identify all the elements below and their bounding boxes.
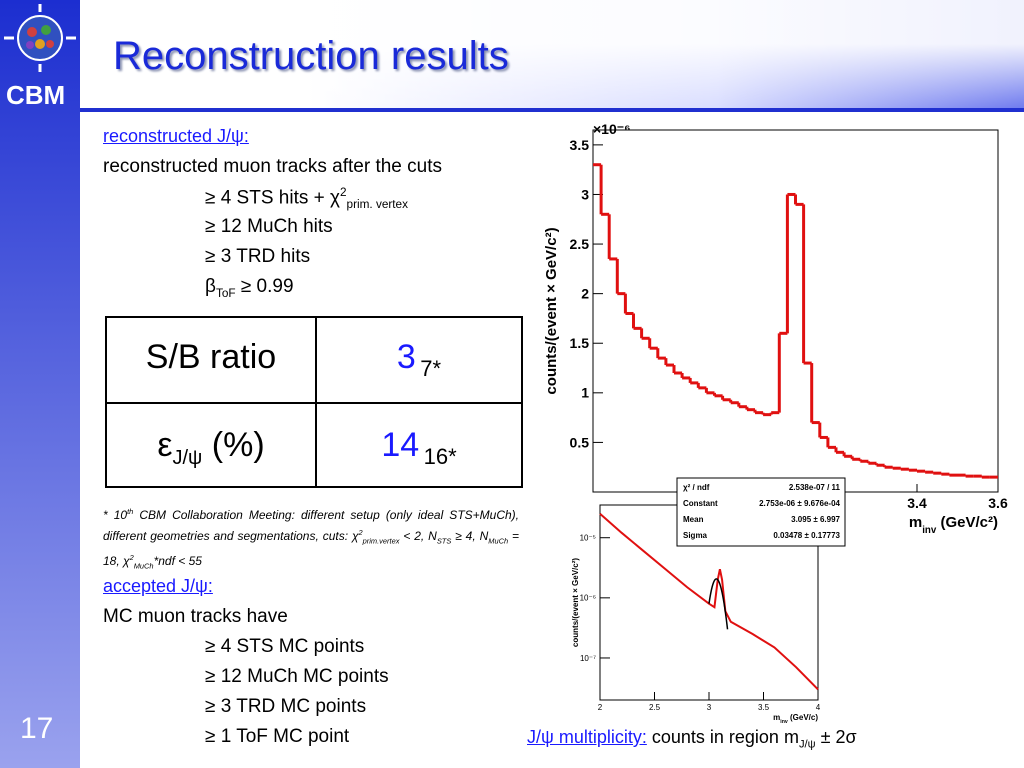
y-tick-label: 10⁻⁷ [580, 654, 596, 663]
item: ≥ 12 MuCh MC points [205, 666, 389, 687]
cut: ≥ 12 MuCh hits [205, 216, 333, 237]
y-tick-label: 1 [581, 385, 589, 401]
x-axis-label-part: inv [922, 525, 937, 536]
accepted-intro: MC muon tracks have [103, 606, 288, 627]
stats-key: Mean [683, 515, 704, 524]
x-axis-label-part: (GeV/c) [788, 713, 819, 722]
logo [4, 4, 76, 72]
x-tick-label: 2.5 [649, 703, 661, 712]
page-number: 17 [20, 712, 54, 745]
stats-key: Sigma [683, 531, 708, 540]
cut: βToF ≥ 0.99 [205, 276, 294, 300]
inset-bg [560, 497, 830, 725]
stats-value: 3.095 ± 6.997 [791, 515, 840, 524]
cell: εJ/ψ (%) [157, 426, 265, 469]
header-line [0, 108, 1024, 112]
cell: S/B ratio [145, 338, 277, 376]
stats-box [676, 477, 846, 547]
y-tick-label: 0.5 [570, 434, 590, 450]
item: ≥ 4 STS MC points [205, 636, 365, 657]
x-axis-label: minv (GeV/c) [773, 713, 818, 725]
x-tick-label: 3.5 [758, 703, 770, 712]
y-tick-label: 3.5 [570, 137, 590, 153]
y-axis-label: counts/(event × GeV/c²) [543, 227, 560, 394]
table: S/B ratio 3 7* εJ/ψ (%) 14 16* [105, 316, 523, 488]
multiplier: ×10⁻⁶ [593, 121, 631, 137]
cut: ≥ 4 STS hits + χ2prim. vertex [205, 186, 408, 212]
stats-key: χ² / ndf [683, 483, 710, 492]
stats-value: 2.538e-07 / 11 [789, 483, 841, 492]
reco-heading: reconstructed J/ψ: [103, 126, 249, 146]
cell: 14 16* [381, 426, 457, 469]
stats-value: 0.03478 ± 0.17773 [773, 531, 840, 540]
y-tick-label: 1.5 [570, 335, 590, 351]
logo-text: CBM [6, 80, 66, 110]
x-tick-label: 3 [707, 703, 712, 712]
x-axis-label-part: inv [780, 719, 788, 725]
x-tick-label: 4 [816, 703, 821, 712]
x-axis-label-part: m [773, 713, 780, 722]
accepted-heading: accepted J/ψ: [103, 576, 213, 596]
y-tick-label: 3 [581, 186, 589, 202]
y-tick-label: 10⁻⁶ [580, 594, 596, 603]
header-fade [0, 0, 1024, 110]
title: Reconstruction results [113, 34, 509, 78]
x-tick-label: 3.6 [988, 495, 1008, 511]
x-axis-label: minv (GeV/c²) [909, 514, 998, 536]
cut: ≥ 3 TRD hits [205, 246, 311, 267]
x-tick-label: 2 [598, 703, 603, 712]
item: ≥ 3 TRD MC points [205, 696, 367, 717]
cell: 3 7* [396, 338, 442, 381]
plot-frame [592, 129, 999, 493]
item: ≥ 1 ToF MC point [205, 726, 350, 747]
reco-intro: reconstructed muon tracks after the cuts [103, 156, 442, 177]
footnote: * 10th CBM Collaboration Meeting: differ… [103, 507, 520, 571]
x-tick-label: 3.4 [907, 495, 927, 511]
y-tick-label: 10⁻⁵ [580, 534, 596, 543]
caption: J/ψ multiplicity: counts in region mJ/ψ … [527, 727, 857, 751]
stats-key: Constant [683, 499, 718, 508]
y-tick-label: 2 [581, 286, 589, 302]
sidebar [0, 0, 80, 768]
x-axis-label-part: (GeV/c²) [936, 514, 998, 531]
fit-curve [708, 578, 729, 630]
y-tick-label: 2.5 [570, 236, 590, 252]
data-line [599, 513, 819, 691]
y-axis-label: counts/(event × GeV/c²) [571, 558, 580, 647]
stats-value: 2.753e-06 ± 9.676e-04 [759, 499, 840, 508]
x-axis-label-part: m [909, 514, 922, 531]
plot-frame [599, 504, 819, 701]
